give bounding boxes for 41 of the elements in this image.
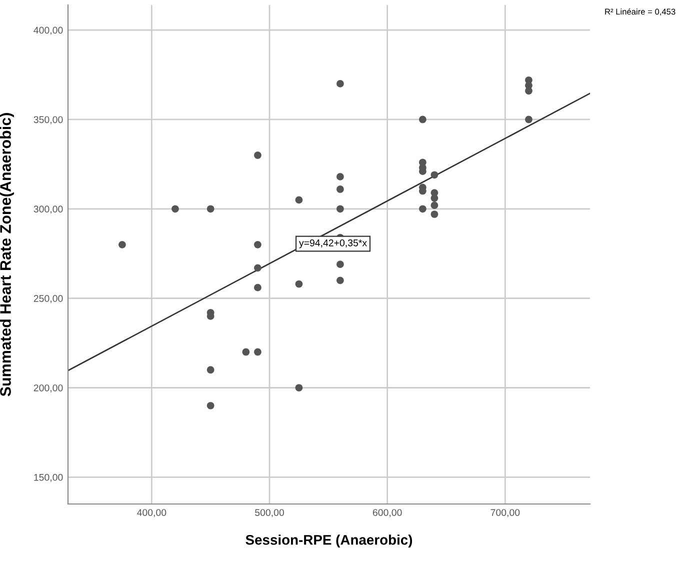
point — [254, 240, 262, 248]
y-tick-label: 150,00 — [34, 474, 63, 482]
point — [336, 186, 344, 193]
point — [430, 171, 438, 179]
point — [419, 116, 426, 124]
x-axis-title: Session-RPE (Anaerobic) — [246, 534, 412, 548]
point — [525, 87, 532, 95]
point — [254, 152, 262, 159]
point — [295, 280, 303, 288]
point — [118, 240, 126, 248]
point — [336, 276, 344, 284]
point — [172, 205, 179, 213]
text: R² Linéaire = 0,453 — [605, 8, 676, 16]
x-tick-label: 700,00 — [490, 509, 520, 518]
point — [430, 210, 438, 218]
y-tick-label: 200,00 — [34, 384, 63, 393]
point — [430, 202, 438, 209]
point — [254, 284, 262, 292]
point — [242, 348, 250, 356]
point — [254, 348, 262, 356]
point — [419, 205, 426, 213]
point — [206, 366, 214, 374]
y-tick-label: 250,00 — [34, 295, 63, 304]
y-tick-label: 350,00 — [34, 116, 63, 124]
y-axis-title: Summated Heart Rate Zone(Anaerobic) — [0, 113, 14, 396]
point — [206, 402, 214, 410]
point — [336, 173, 344, 180]
point — [336, 80, 344, 88]
x-tick-label: 500,00 — [255, 509, 284, 518]
point — [254, 264, 262, 272]
annotation: y=94,42+0,35*x — [298, 239, 367, 248]
x-tick-label: 600,00 — [372, 509, 402, 518]
y-tick-label: 300,00 — [34, 206, 63, 214]
point — [525, 116, 532, 124]
x-tick-label: 400,00 — [137, 509, 166, 518]
point — [336, 205, 344, 213]
point — [295, 384, 303, 392]
point — [295, 196, 303, 204]
point — [336, 260, 344, 268]
y-tick-label: 400,00 — [34, 26, 63, 35]
point — [206, 205, 214, 213]
